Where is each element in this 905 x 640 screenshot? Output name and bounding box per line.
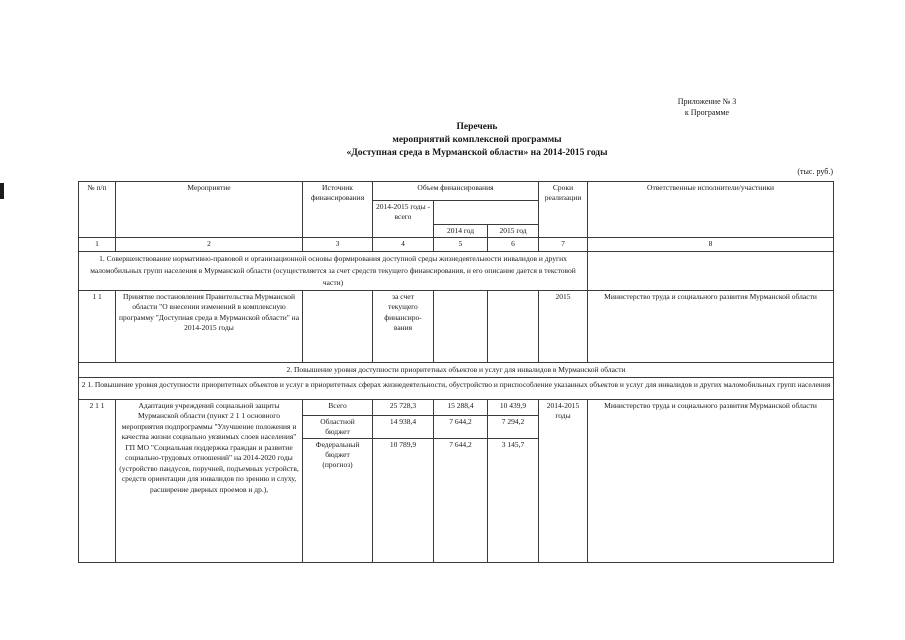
header-row-sub2: 2014 год 2015 год [79,224,834,238]
section-1-title: 1. Совершенствование нормативно-правовой… [77,250,589,291]
title-line-3: «Доступная среда в Мурманской области» н… [346,148,608,158]
section-1-empty-cell [587,250,835,291]
row-2-1-1-term: 2014-2015 годы [538,398,589,563]
col-number-3: 3 [302,237,373,252]
row-1-1-source-empty [302,289,373,363]
funding-federal-sum: 10 789,9 [372,437,434,563]
header-activity: Мероприятие [115,181,303,238]
program-activities-table: № п/п Мероприятие Источник финансировани… [77,181,835,563]
row-2-1-1-funding-total: 2 1 1 Адаптация учреждений социальной за… [78,398,835,563]
funding-federal-2014: 7 644,2 [433,437,488,563]
header-terms: Сроки реализации [538,181,589,238]
header-responsible: Ответственные исполнители/участники [587,181,835,238]
header-source: Источник финансирования [302,181,373,238]
col-number-7: 7 [538,237,589,252]
appendix-line-1: Приложение № 3 [677,97,737,106]
appendix-note: Приложение № 3 к Программе [657,96,757,118]
row-1-1-2014-empty [433,289,488,363]
col-number-4: 4 [372,237,434,252]
row-1-1-2015-empty [486,289,540,363]
row-2-1-1-num: 2 1 1 [78,398,116,563]
funding-regional-2014: 7 644,2 [433,414,488,439]
funding-source-regional: Областной бюджет [302,414,373,439]
header-row-sub1: 2014-2015 годы - всего [79,200,834,238]
funding-regional-2015: 7 294,2 [486,414,540,439]
section-2-title: 2. Повышение уровня доступности приорите… [77,361,835,378]
document-title: Перечень мероприятий комплексной програм… [77,121,877,160]
column-numbers-row: 1 2 3 4 5 6 7 8 [78,237,835,252]
header-year-2014: 2014 год [433,224,488,238]
header-year-2015: 2015 год [486,224,540,238]
section-1-row: 1. Совершенствование нормативно-правовой… [77,250,835,291]
col-number-1: 1 [78,237,116,252]
row-1-1-responsible: Министерство труда и социального развити… [587,289,835,363]
header-funding-group: Объем финансирования [371,181,540,201]
header-funding-total: 2014-2015 годы - всего [372,200,434,238]
funding-total-2015: 10 439,9 [486,398,540,416]
col-number-5: 5 [433,237,488,252]
row-2-1-1-funding-federal: Федеральный бюджет (прогноз) 10 789,9 7 … [79,437,834,563]
header-num: № п/п [78,181,116,238]
funding-source-federal: Федеральный бюджет (прогноз) [302,437,373,563]
funding-regional-sum: 14 938,4 [372,414,434,439]
appendix-line-2: к Программе [684,108,730,117]
funding-total-sum: 25 728,3 [372,398,434,416]
col-number-6: 6 [486,237,540,252]
funding-federal-2015: 3 145,7 [486,437,540,563]
col-number-2: 2 [115,237,303,252]
scan-edge-mark [0,183,4,199]
row-1-1-num: 1 1 [78,289,116,363]
header-row-main: № п/п Мероприятие Источник финансировани… [78,181,835,238]
title-line-2: мероприятий комплексной программы [392,135,562,145]
funding-source-total: Всего [302,398,373,416]
row-1-1-term: 2015 [538,289,589,363]
section-2-row: 2. Повышение уровня доступности приорите… [77,361,835,378]
row-1-1-activity: Принятие постановления Правительства Мур… [115,289,303,363]
row-2-1-1-activity: Адаптация учреждений социальной защиты М… [115,398,303,563]
title-line-1: Перечень [456,122,498,132]
col-number-8: 8 [587,237,835,252]
units-note: (тыс. руб.) [797,167,833,176]
row-2-1-1-responsible: Министерство труда и социального развити… [587,398,835,563]
row-1-1-funding-note: за счет текущего финансиро- вания [372,289,434,363]
header-funding-years-spacer [432,200,540,225]
section-2-1-title: 2 1. Повышение уровня доступности приори… [77,376,835,400]
funding-total-2014: 15 288,4 [433,398,488,416]
row-1-1: 1 1 Принятие постановления Правительства… [78,289,835,363]
section-2-1-row: 2 1. Повышение уровня доступности приори… [77,376,835,400]
